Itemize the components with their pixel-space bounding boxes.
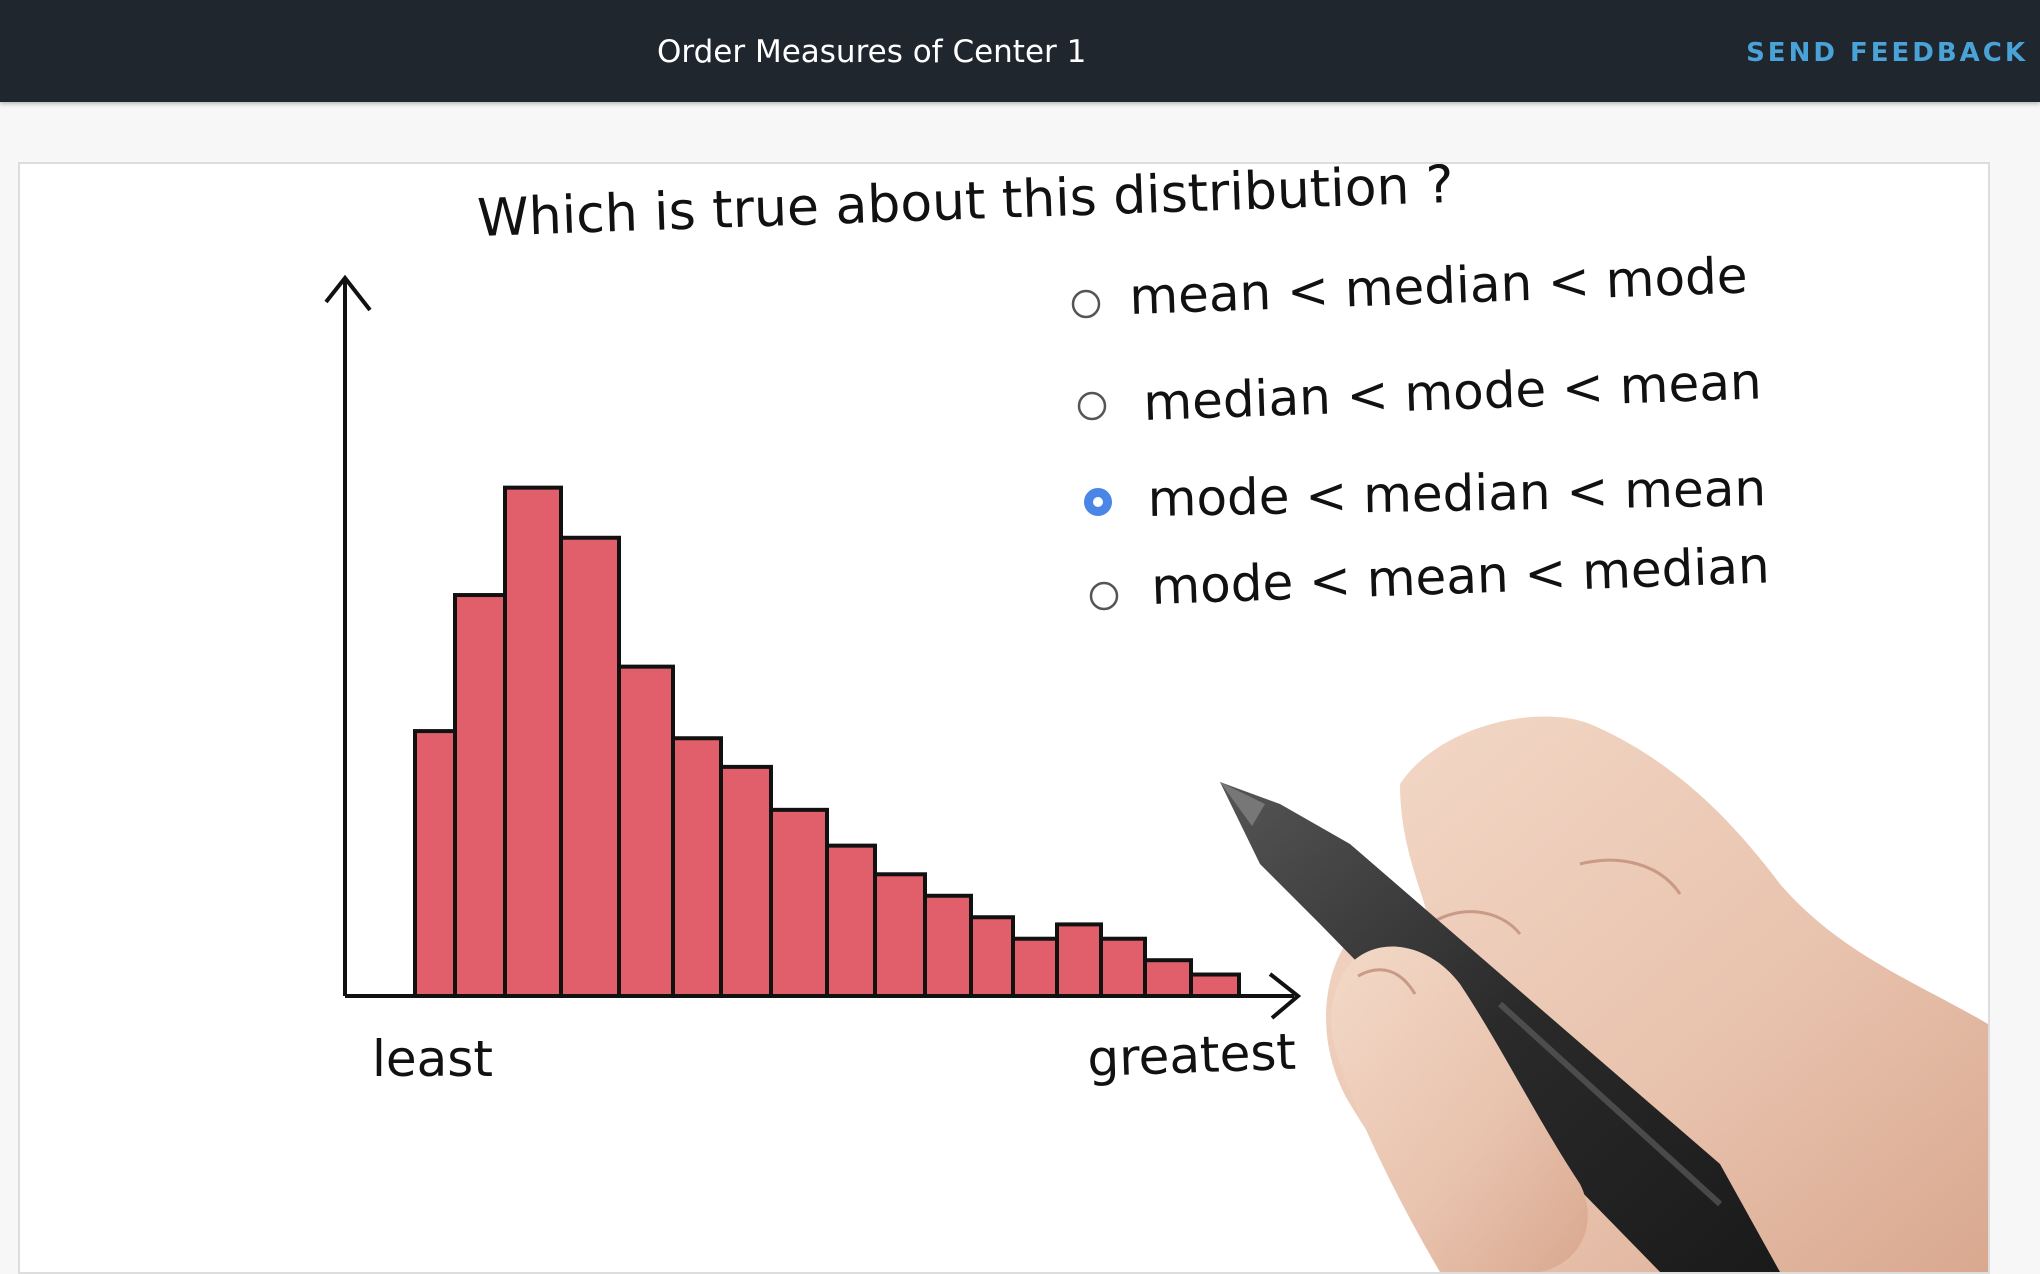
histogram-bar [1011,936,1059,998]
x-label-least: least [372,1030,493,1088]
histogram-bar [559,535,621,998]
answer-option-label: mode < mean < median [1150,536,1770,616]
question-text: Which is true about this distribution ? [476,164,1454,249]
x-label-greatest: greatest [1086,1023,1297,1088]
answer-option-label: mean < median < mode [1128,246,1748,326]
radio-unselected-icon[interactable] [1077,391,1107,421]
answer-option-label: median < mode < mean [1142,352,1762,432]
histogram-bar [503,485,563,998]
histogram-bar [825,843,877,999]
radio-dot-icon [1093,497,1103,507]
answer-option[interactable]: median < mode < mean [1077,352,1762,432]
answer-option[interactable]: mode < mean < median [1089,536,1770,616]
histogram-bars [413,485,1241,999]
histogram-bar [873,872,927,999]
top-bar: Order Measures of Center 1 SEND FEEDBACK [0,0,2040,102]
x-axis-arrow-icon [1268,972,1302,1020]
quiz-canvas: Which is true about this distribution ? … [324,164,1988,1272]
histogram-bar [719,764,773,998]
histogram-bar [413,729,457,999]
answer-option[interactable]: mean < median < mode [1071,246,1748,326]
radio-unselected-icon[interactable] [1071,289,1101,319]
lesson-title: Order Measures of Center 1 [657,34,1087,70]
histogram-bar [453,593,507,998]
y-axis-arrow-icon [324,274,372,312]
send-feedback-link[interactable]: SEND FEEDBACK [1746,38,2028,68]
histogram-bar [1099,936,1147,998]
video-player[interactable]: Which is true about this distribution ? … [18,162,1990,1274]
histogram-bar [923,893,973,999]
histogram-bar [671,736,723,998]
hand-with-pen-illustration [1220,716,1988,1272]
histogram-bar [969,915,1015,998]
histogram-bar [617,664,675,998]
answer-option-label: mode < median < mean [1147,459,1766,528]
histogram-bar [1055,922,1103,999]
histogram-bar [1143,958,1193,999]
histogram-bar [769,807,829,999]
answer-option[interactable]: mode < median < mean [1084,459,1767,528]
histogram-bar [1189,972,1241,999]
answer-options: mean < median < mode median < mode < mean… [1071,246,1770,616]
radio-unselected-icon[interactable] [1089,581,1119,611]
